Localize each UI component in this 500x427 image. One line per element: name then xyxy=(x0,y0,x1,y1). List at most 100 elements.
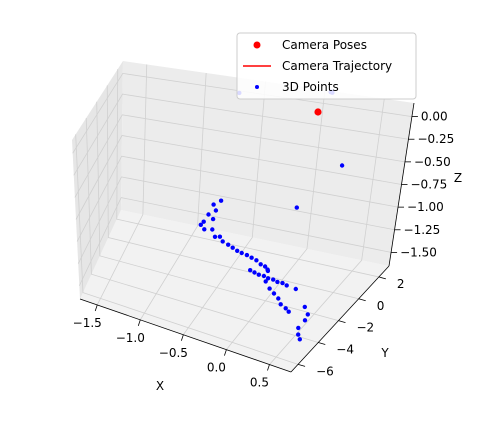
grid-line-y-4 xyxy=(116,69,379,278)
point-3d-52 xyxy=(297,337,302,342)
point-3d-50 xyxy=(296,325,301,331)
grid-line-z-4 xyxy=(76,155,399,242)
point-3d-41 xyxy=(267,286,272,291)
legend-label-3d-points: 3D Points xyxy=(282,80,339,94)
z-tick-label-0: 0.00 xyxy=(421,110,448,124)
grid-line-z-0 xyxy=(72,72,412,154)
point-3d-13 xyxy=(210,216,216,222)
grid-line-z-1 xyxy=(73,93,409,176)
x-axis-line xyxy=(79,298,292,373)
legend-label-camera-poses: Camera Poses xyxy=(282,38,367,52)
y-tick-label-2: −2 xyxy=(356,321,374,335)
point-3d-11 xyxy=(201,219,206,224)
point-3d-5 xyxy=(339,163,345,168)
grid-line-x-2 xyxy=(183,81,266,335)
grid-line-z-2 xyxy=(74,114,406,198)
tick-marks xyxy=(94,116,418,371)
point-3d-36 xyxy=(275,279,280,285)
grid-line-y-0 xyxy=(75,134,299,365)
grid-line-y-2 xyxy=(96,101,339,322)
point-3d-39 xyxy=(293,286,298,292)
y-tick-3 xyxy=(358,298,366,302)
y-tick-1 xyxy=(318,342,326,345)
y-tick-2 xyxy=(338,320,346,324)
y-tick-label-3: 0 xyxy=(377,299,385,313)
point-3d-29 xyxy=(265,268,271,274)
pane-back-wall xyxy=(121,61,414,266)
point-3d-12 xyxy=(198,222,203,227)
point-3d-40 xyxy=(263,279,268,284)
grid-line-z-5 xyxy=(77,176,395,264)
point-3d-34 xyxy=(265,276,271,281)
point-3d-15 xyxy=(210,227,215,232)
y-tick-0 xyxy=(297,363,306,367)
tick-labels: −1.5 −1.0 −0.5 0.0 0.5 −6−4−202 0.00 −0.25 −0.50… xyxy=(73,110,455,390)
y-tick-label-0: −6 xyxy=(316,364,334,378)
z-tick-label-1: −0.25 xyxy=(417,132,454,146)
point-3d-14 xyxy=(202,227,207,232)
legend-marker-3d-points xyxy=(255,85,259,89)
point-3d-31 xyxy=(252,270,257,275)
x-tick-label-3: 0.0 xyxy=(207,361,226,375)
point-3d-24 xyxy=(249,255,254,260)
point-3d-17 xyxy=(212,234,218,239)
x-tick-2 xyxy=(180,334,184,341)
point-3d-38 xyxy=(284,283,289,288)
z-tick-label-5: −1.25 xyxy=(404,223,441,237)
point-3d-35 xyxy=(271,277,276,282)
point-3d-37 xyxy=(280,280,285,286)
point-3d-23 xyxy=(244,252,250,258)
grid-line-z-6 xyxy=(78,197,392,286)
x-tick-label-1: −1.0 xyxy=(116,331,145,345)
legend-marker-camera-poses xyxy=(253,41,261,49)
point-3d-47 xyxy=(302,304,307,310)
point-3d-19 xyxy=(226,242,231,247)
z-tick-label-3: −0.75 xyxy=(411,178,448,192)
pane-floor xyxy=(80,210,389,372)
grid-line-y-1 xyxy=(85,117,319,343)
point-3d-8 xyxy=(211,202,216,207)
y-tick-4 xyxy=(378,276,387,280)
axis-panes xyxy=(72,61,414,372)
legend-label-camera-trajectory: Camera Trajectory xyxy=(282,59,392,73)
point-3d-6 xyxy=(294,205,299,210)
point-3d-18 xyxy=(220,239,225,244)
point-3d-48 xyxy=(305,312,310,317)
point-3d-49 xyxy=(302,318,308,323)
point-3d-20 xyxy=(230,245,235,250)
x-tick-4 xyxy=(267,364,270,371)
z-tick-label-4: −1.00 xyxy=(407,200,444,214)
point-3d-44 xyxy=(278,302,283,307)
grid-line-x-3 xyxy=(226,90,326,350)
legend: Camera Poses Camera Trajectory 3D Points xyxy=(236,32,417,100)
point-3d-16 xyxy=(217,234,223,239)
point-3d-22 xyxy=(239,250,244,256)
z-tick-label-6: −1.50 xyxy=(400,245,437,259)
point-3d-43 xyxy=(276,296,281,301)
point-3d-30 xyxy=(248,268,253,273)
grid-line-y-3 xyxy=(106,85,359,300)
point-3d-33 xyxy=(261,273,267,279)
x-axis-label: X xyxy=(156,379,164,393)
grid-line-x-0 xyxy=(96,64,148,306)
point-3d-9 xyxy=(213,208,219,213)
grid-line-x-4 xyxy=(269,98,385,365)
grid-lines xyxy=(72,64,412,365)
legend-box xyxy=(236,32,417,100)
y-tick-label-1: −4 xyxy=(336,342,354,356)
z-tick-label-2: −0.50 xyxy=(414,155,451,169)
point-3d-32 xyxy=(256,272,261,277)
x-tick-1 xyxy=(137,319,141,326)
point-3d-21 xyxy=(235,248,240,253)
point-3d-10 xyxy=(206,212,211,217)
point-3d-7 xyxy=(218,198,224,203)
point-3d-26 xyxy=(258,262,263,267)
x-tick-label-0: −1.5 xyxy=(73,316,102,330)
x-tick-0 xyxy=(94,304,98,312)
grid-line-z-3 xyxy=(75,135,402,220)
x-tick-label-2: −0.5 xyxy=(159,346,188,360)
x-tick-label-4: 0.5 xyxy=(250,376,269,390)
point-3d-42 xyxy=(271,291,277,296)
y-tick-label-4: 2 xyxy=(397,277,405,291)
